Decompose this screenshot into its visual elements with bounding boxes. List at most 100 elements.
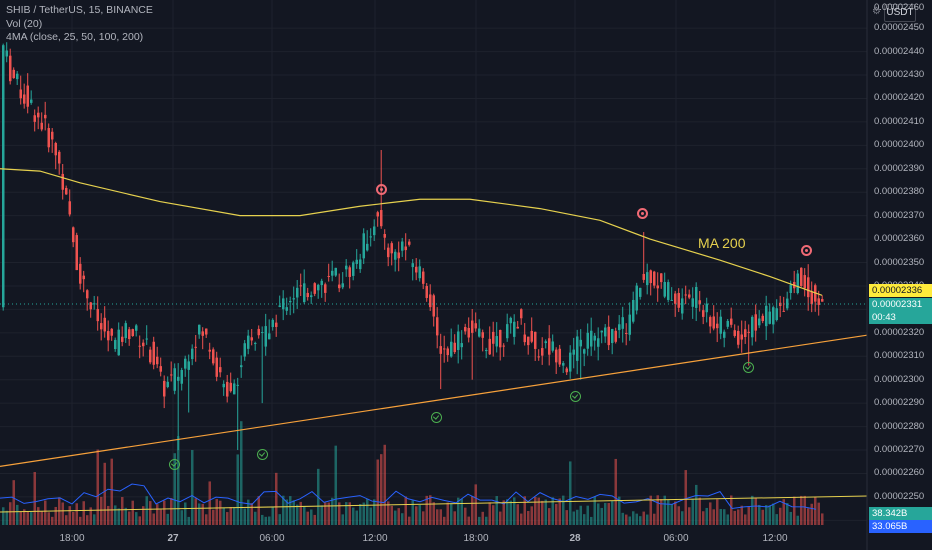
volume-bar	[397, 508, 400, 525]
volume-bar	[639, 516, 642, 525]
volume-bar	[369, 507, 372, 525]
volume-bar	[271, 506, 274, 525]
volume-bar	[432, 502, 435, 525]
volume-bar	[800, 495, 803, 525]
volume-bar	[572, 511, 575, 525]
candle-body	[761, 315, 764, 322]
volume-bar	[786, 503, 789, 525]
candle-body	[19, 89, 22, 99]
candle-body	[201, 331, 204, 336]
candle-body	[306, 292, 309, 298]
sell-signal-icon[interactable]	[636, 207, 648, 219]
candle-body	[40, 122, 43, 130]
buy-signal-icon[interactable]	[569, 390, 581, 402]
volume-bar	[394, 510, 397, 525]
candle-body	[75, 235, 78, 271]
volume-bar	[495, 496, 498, 525]
candle-body	[481, 332, 484, 338]
candle-body	[124, 323, 127, 339]
volume-bar	[184, 502, 187, 525]
volume-bar	[61, 502, 64, 525]
candle-body	[782, 310, 785, 312]
candle-body	[338, 284, 341, 289]
volume-bar	[576, 509, 579, 525]
candle-body	[548, 338, 551, 355]
volume-bar	[278, 514, 281, 525]
candle-body	[170, 374, 173, 376]
volume-bar	[779, 507, 782, 525]
candle-body	[313, 283, 316, 294]
candle-body	[719, 316, 722, 334]
candle-body	[684, 294, 687, 296]
candle-body	[817, 298, 820, 305]
candle-body	[194, 346, 197, 348]
volume-value-badge: 33.065B	[869, 520, 932, 533]
volume-bar	[751, 495, 754, 525]
volume-bar	[530, 506, 533, 525]
candle-body	[660, 273, 663, 283]
volume-bar	[54, 506, 57, 525]
volume-bar	[236, 454, 239, 525]
volume-bar	[558, 498, 561, 525]
candle-body	[208, 349, 211, 352]
candle-body	[733, 330, 736, 336]
candle-body	[677, 292, 680, 308]
candle-body	[401, 241, 404, 251]
candle-body	[632, 299, 635, 322]
buy-signal-icon[interactable]	[168, 458, 180, 470]
candle-body	[460, 343, 463, 348]
buy-signal-icon[interactable]	[742, 362, 754, 374]
candle-body	[495, 336, 498, 347]
candle-body	[68, 201, 71, 215]
volume-bar	[327, 502, 330, 525]
volume-bar	[684, 470, 687, 525]
candle-body	[747, 331, 750, 333]
candle-body	[439, 346, 442, 354]
candle-body	[243, 343, 246, 357]
volume-bar	[460, 498, 463, 525]
candle-body	[653, 271, 656, 286]
last-price-badge: 0.00002331	[869, 298, 932, 311]
volume-bar	[747, 506, 750, 525]
volume-bar	[474, 484, 477, 525]
volume-legend[interactable]: Vol (20)	[6, 17, 43, 30]
price-tick-label: 0.00002450	[874, 22, 925, 34]
candle-body	[268, 333, 271, 340]
candle-body	[149, 349, 152, 363]
volume-bar	[478, 516, 481, 525]
candle-body	[642, 273, 645, 280]
symbol-legend[interactable]: SHIB / TetherUS, 15, BINANCE	[6, 4, 153, 16]
candle-body	[471, 320, 474, 333]
candle-body	[12, 69, 15, 79]
candle-body	[415, 266, 418, 273]
volume-bar	[282, 495, 285, 525]
gear-icon[interactable]: ⚙	[872, 6, 881, 17]
candle-body	[142, 342, 145, 347]
volume-bar	[569, 461, 572, 525]
time-tick-label: 06:00	[663, 533, 689, 544]
volume-bar	[593, 496, 596, 525]
currency-button[interactable]: USDT	[884, 4, 916, 22]
sell-signal-icon[interactable]	[800, 245, 812, 257]
volume-bar	[65, 515, 68, 525]
volume-bar	[93, 514, 96, 525]
candle-body	[107, 331, 110, 341]
volume-bar	[226, 512, 229, 525]
candle-body	[93, 303, 96, 305]
sell-signal-icon[interactable]	[375, 184, 387, 196]
candle-body	[5, 50, 8, 57]
buy-signal-icon[interactable]	[256, 449, 268, 461]
volume-bar	[730, 495, 733, 525]
candle-body	[51, 131, 54, 140]
buy-signal-icon[interactable]	[430, 411, 442, 423]
ma-legend[interactable]: 4MA (close, 25, 50, 100, 200)	[6, 31, 144, 43]
candle-body	[450, 341, 453, 357]
candle-body	[709, 317, 712, 327]
volume-bar	[345, 502, 348, 525]
candle-body	[670, 299, 673, 301]
candle-body	[380, 210, 383, 227]
candle-body	[621, 317, 624, 329]
candle-body	[320, 280, 323, 286]
candle-body	[159, 366, 162, 372]
